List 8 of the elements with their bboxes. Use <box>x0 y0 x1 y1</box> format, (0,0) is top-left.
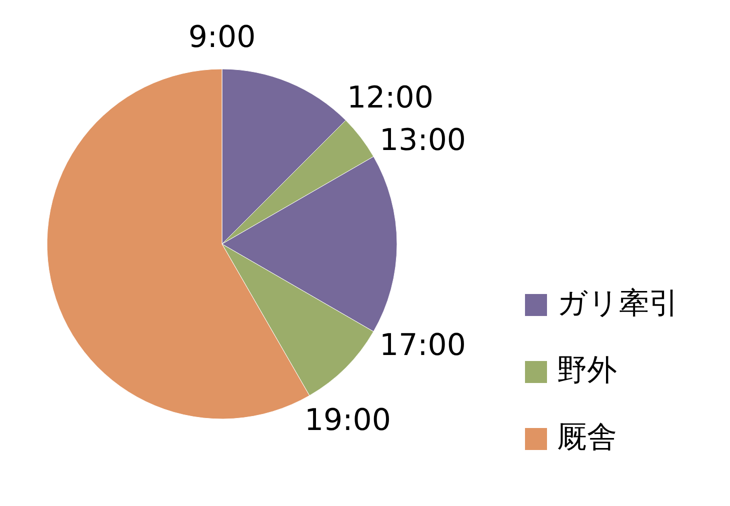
text: 19:00 <box>304 402 391 438</box>
legend-label: ガリ牽引 <box>557 286 679 322</box>
text: 17:00 <box>379 328 466 363</box>
legend-label: 厩舎 <box>557 420 617 456</box>
text: 9:00 <box>188 20 256 56</box>
text: 12:00 <box>346 80 434 116</box>
legend-label: 野外 <box>557 353 617 388</box>
text: 13:00 <box>380 122 466 158</box>
